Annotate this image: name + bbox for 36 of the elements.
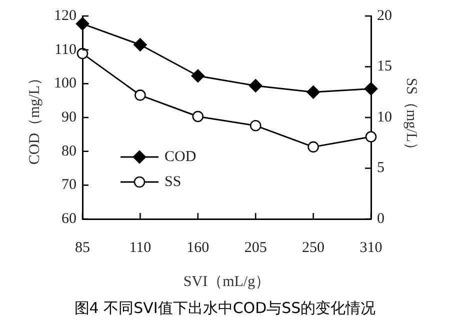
point [76, 17, 90, 30]
x-tick-label: 250 [302, 240, 325, 256]
point [364, 82, 378, 96]
x-tick-label: 85 [75, 240, 90, 256]
y-tick-label: 70 [62, 177, 76, 194]
x-tick-label: 110 [129, 240, 152, 256]
point [191, 69, 205, 83]
text: 图4 不同SVI值下出水中COD与SS的变化情况 [73, 299, 377, 318]
point [192, 110, 204, 122]
point [306, 85, 320, 99]
y-tick-label: 60 [62, 210, 76, 227]
point [134, 38, 147, 52]
y-tick-label: 100 [54, 76, 76, 92]
point [250, 120, 262, 132]
y2-tick-label: 0 [377, 210, 384, 227]
y2-tick-label: 20 [377, 8, 392, 24]
x-tick-label: 310 [360, 240, 382, 256]
y2-tick-label: 10 [377, 109, 392, 126]
point [248, 79, 262, 92]
y-tick-label: 120 [54, 8, 76, 24]
point [308, 141, 319, 153]
legend-label: SS [164, 174, 182, 190]
x-tick-label: 205 [244, 240, 267, 256]
x-tick-label: 160 [186, 240, 210, 256]
y-tick-label: 90 [62, 109, 76, 126]
y2-axis-title: SS（mg/L） [403, 78, 420, 158]
y-axis-title: COD（mg/L） [26, 70, 43, 165]
point [134, 90, 146, 101]
point [365, 131, 377, 142]
x-axis-title: SVI（mL/g） [183, 274, 270, 290]
y2-tick-label: 15 [377, 58, 392, 75]
legend-label: COD [164, 148, 196, 165]
y-tick-label: 80 [62, 143, 76, 160]
y2-tick-label: 5 [377, 160, 384, 176]
point [76, 48, 88, 60]
y-tick-label: 110 [54, 42, 76, 58]
